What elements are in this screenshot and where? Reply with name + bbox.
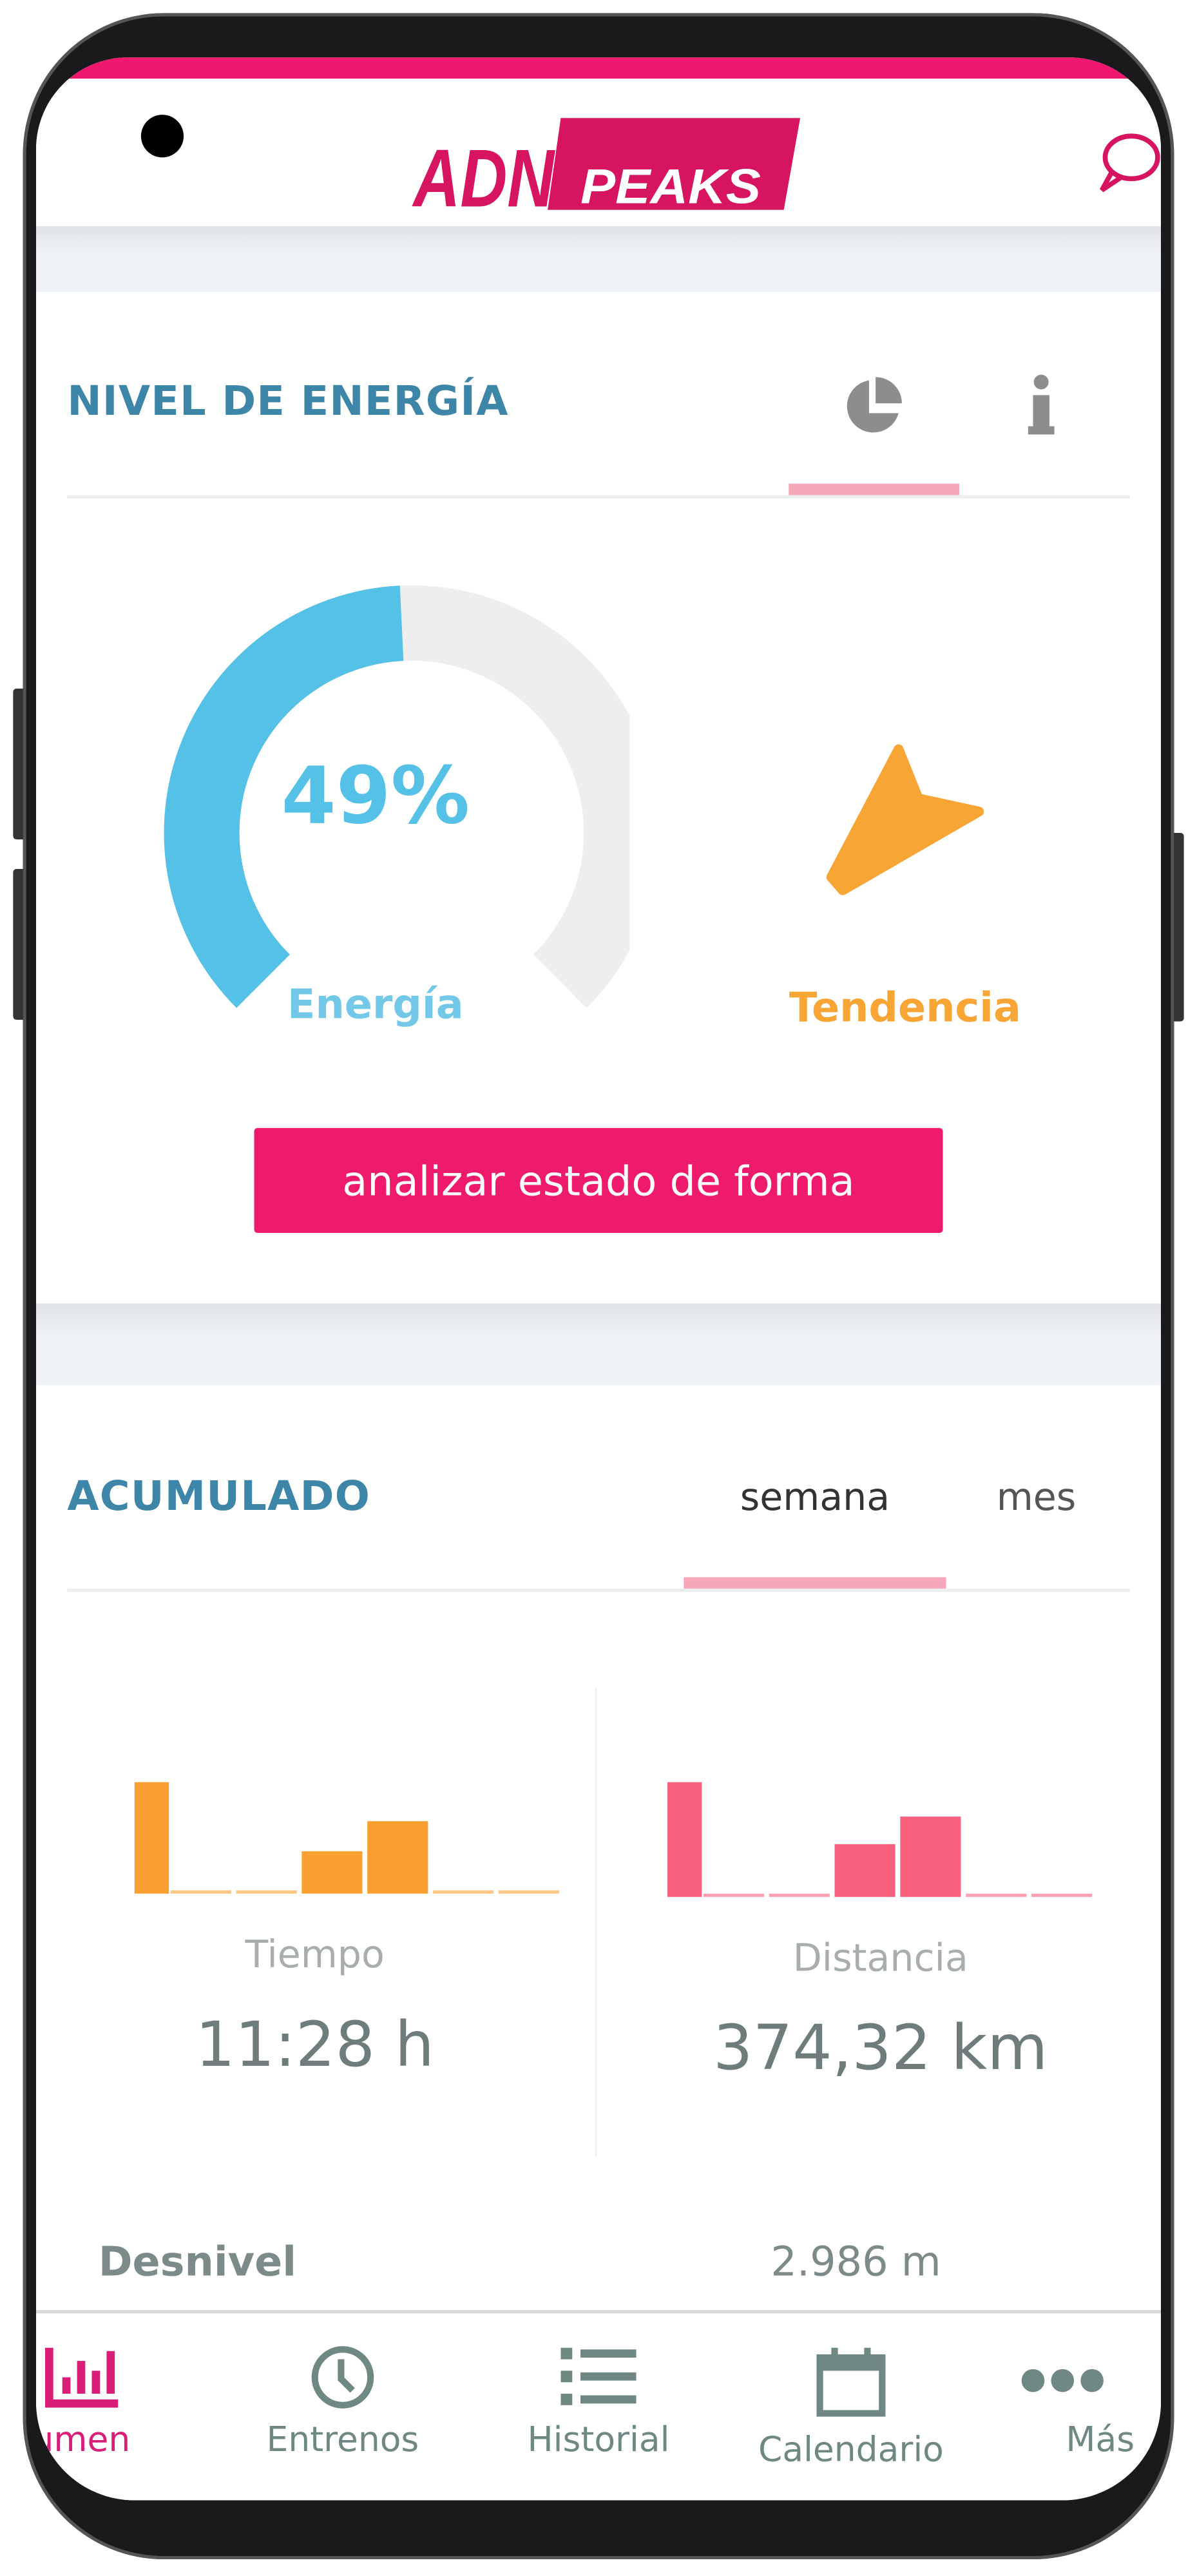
calendar-icon: [816, 2347, 886, 2417]
bar: [966, 1893, 1027, 1897]
bar: [367, 1821, 428, 1894]
app-screen: ADN PEAKS NIVEL DE ENERGÍA: [35, 57, 1162, 2501]
elevation-value: 2.986 m: [771, 2238, 941, 2286]
bar: [769, 1893, 830, 1897]
time-bar-chart: [134, 1782, 559, 1894]
time-value: 11:28 h: [195, 2008, 435, 2081]
nav-calendario[interactable]: Calendario: [752, 2345, 949, 2469]
nav-label: Historial: [527, 2419, 670, 2459]
section-divider: [35, 1303, 1162, 1386]
elevation-label: Desnivel: [98, 2238, 297, 2286]
bar: [703, 1893, 765, 1897]
divider: [67, 1589, 1130, 1592]
bar: [134, 1782, 169, 1894]
bar: [498, 1890, 559, 1894]
bar-chart-icon: [44, 2347, 119, 2408]
info-icon[interactable]: [1025, 374, 1058, 439]
camera-hole: [140, 115, 184, 158]
logo: ADN PEAKS: [412, 118, 801, 213]
bar: [170, 1890, 231, 1894]
divider: [595, 1688, 597, 2156]
gauge-fill: [164, 586, 404, 1008]
energy-gauge: [164, 585, 630, 1008]
chat-bubble-icon[interactable]: [1092, 131, 1161, 197]
trend-label: Tendencia: [789, 984, 1021, 1031]
energy-title: NIVEL DE ENERGÍA: [67, 377, 509, 425]
tab-indicator: [684, 1577, 946, 1589]
bar: [302, 1851, 363, 1894]
bar: [236, 1890, 297, 1894]
distance-value: 374,32 km: [713, 2011, 1048, 2084]
pie-chart-icon[interactable]: [839, 374, 908, 439]
tab-mes[interactable]: mes: [996, 1477, 1077, 1520]
energy-percent: 49%: [281, 750, 470, 843]
bar: [1031, 1893, 1093, 1897]
nav-label: Entrenos: [266, 2419, 419, 2459]
status-bar: [35, 57, 1162, 79]
section-divider: [35, 226, 1162, 292]
list-icon: [560, 2347, 637, 2405]
accumulated-card: ACUMULADO semana mes Tiempo 11:28 h Dist…: [36, 1386, 1161, 2320]
svg-text:PEAKS: PEAKS: [580, 160, 761, 213]
bar: [834, 1844, 895, 1897]
tab-indicator: [789, 483, 959, 495]
svg-text:ADN: ADN: [412, 133, 556, 213]
bar: [900, 1817, 961, 1897]
more-icon: [1021, 2369, 1104, 2392]
distance-label: Distancia: [792, 1938, 968, 1981]
app-header: ADN PEAKS: [35, 79, 1162, 227]
energy-label: Energía: [287, 980, 464, 1028]
nav-entrenos[interactable]: Entrenos: [244, 2345, 441, 2459]
distance-bar-chart: [667, 1782, 1093, 1897]
nav-label: Más: [1066, 2419, 1135, 2459]
nav-mas[interactable]: Más: [1020, 2345, 1161, 2459]
tab-semana[interactable]: semana: [740, 1477, 890, 1520]
bottom-nav: [35, 2310, 1162, 2501]
bar: [432, 1890, 494, 1894]
analyze-form-button[interactable]: analizar estado de forma: [254, 1128, 943, 1233]
divider: [67, 495, 1130, 499]
accumulated-title: ACUMULADO: [67, 1472, 371, 1520]
nav-resumen[interactable]: sumen: [36, 2345, 171, 2459]
nav-historial[interactable]: Historial: [500, 2345, 696, 2459]
bar: [667, 1782, 702, 1897]
trend-arrow-icon: [826, 744, 984, 895]
nav-label: sumen: [36, 2419, 131, 2459]
energy-card: NIVEL DE ENERGÍA 49% Energía Tendencia: [36, 292, 1161, 1303]
clock-icon: [311, 2346, 374, 2409]
time-label: Tiempo: [245, 1934, 385, 1978]
nav-label: Calendario: [758, 2429, 944, 2470]
